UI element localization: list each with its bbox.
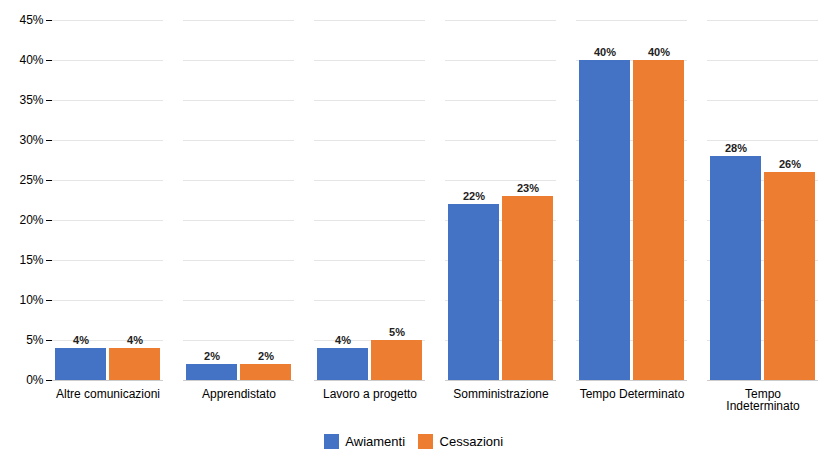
svg-text:20%: 20% [19,213,43,227]
svg-text:25%: 25% [19,173,43,187]
svg-text:10%: 10% [19,293,43,307]
svg-text:40%: 40% [19,53,43,67]
svg-text:TempoIndeterminato: TempoIndeterminato [726,387,800,413]
svg-text:4%: 4% [127,334,143,346]
svg-text:5%: 5% [389,326,405,338]
svg-text:2%: 2% [258,350,274,362]
svg-text:30%: 30% [19,133,43,147]
svg-text:26%: 26% [779,158,801,170]
svg-text:Lavoro a progetto: Lavoro a progetto [323,387,417,401]
svg-text:23%: 23% [517,182,539,194]
svg-text:45%: 45% [19,13,43,27]
svg-text:35%: 35% [19,93,43,107]
svg-text:Tempo Determinato: Tempo Determinato [580,387,685,401]
svg-text:Apprendistato: Apprendistato [202,387,276,401]
svg-text:2%: 2% [204,350,220,362]
svg-text:40%: 40% [594,46,616,58]
html-text:Cessazioni: Cessazioni [439,434,504,449]
svg-text:15%: 15% [19,253,43,267]
svg-text:4%: 4% [73,334,89,346]
svg-text:Altre comunicazioni: Altre comunicazioni [56,387,160,401]
svg-text:0%: 0% [26,373,44,387]
svg-text:28%: 28% [725,142,747,154]
svg-text:5%: 5% [26,333,44,347]
html-text:Awiamenti: Awiamenti [345,434,406,449]
svg-text:40%: 40% [648,46,670,58]
svg-text:22%: 22% [463,190,485,202]
svg-text:4%: 4% [335,334,351,346]
svg-text:Somministrazione: Somministrazione [453,387,549,401]
